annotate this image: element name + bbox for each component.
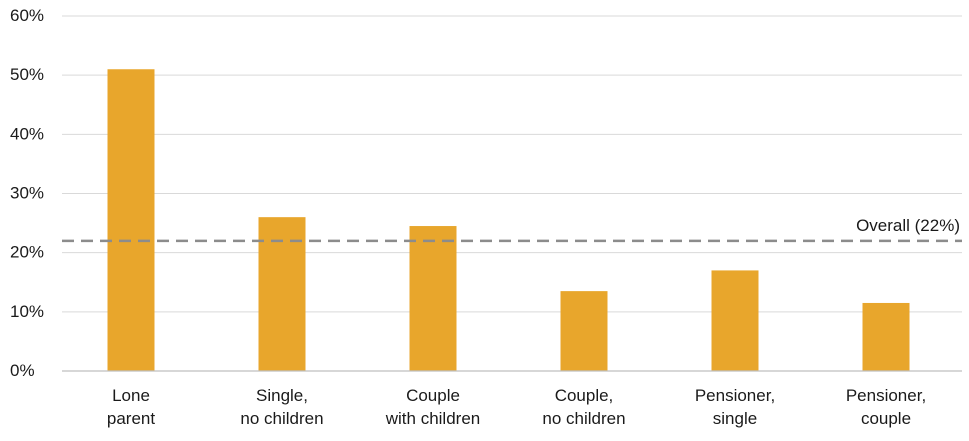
x-tick-labels: Lone parent Single, no children Couple with c… [107, 386, 926, 428]
y-tick-label: 0% [10, 361, 35, 380]
y-tick-label: 10% [10, 302, 44, 321]
overall-reference-label: Overall (22%) [856, 216, 960, 235]
y-tick-label: 60% [10, 6, 44, 25]
x-tick-label: Lone parent [107, 386, 155, 428]
bar [258, 217, 306, 371]
x-tick-label: Pensioner, single [695, 386, 775, 428]
y-tick-label: 20% [10, 243, 44, 262]
bar [711, 270, 759, 371]
y-tick-label: 50% [10, 65, 44, 84]
bar [409, 226, 457, 371]
x-tick-label: Pensioner, couple [846, 386, 926, 428]
x-tick-label: Couple, no children [542, 386, 625, 428]
grid-lines [62, 15, 962, 313]
bar [107, 69, 155, 371]
x-tick-label: Single, no children [240, 386, 323, 428]
y-tick-labels: 0% 10% 20% 30% 40% 50% 60% [10, 6, 44, 380]
bar [560, 291, 608, 371]
bar [862, 302, 910, 371]
x-tick-label: Couple with children [385, 386, 481, 428]
bars [107, 69, 910, 371]
reference-line-group: Overall (22%) [62, 216, 962, 243]
y-tick-label: 30% [10, 184, 44, 203]
y-tick-label: 40% [10, 124, 44, 143]
